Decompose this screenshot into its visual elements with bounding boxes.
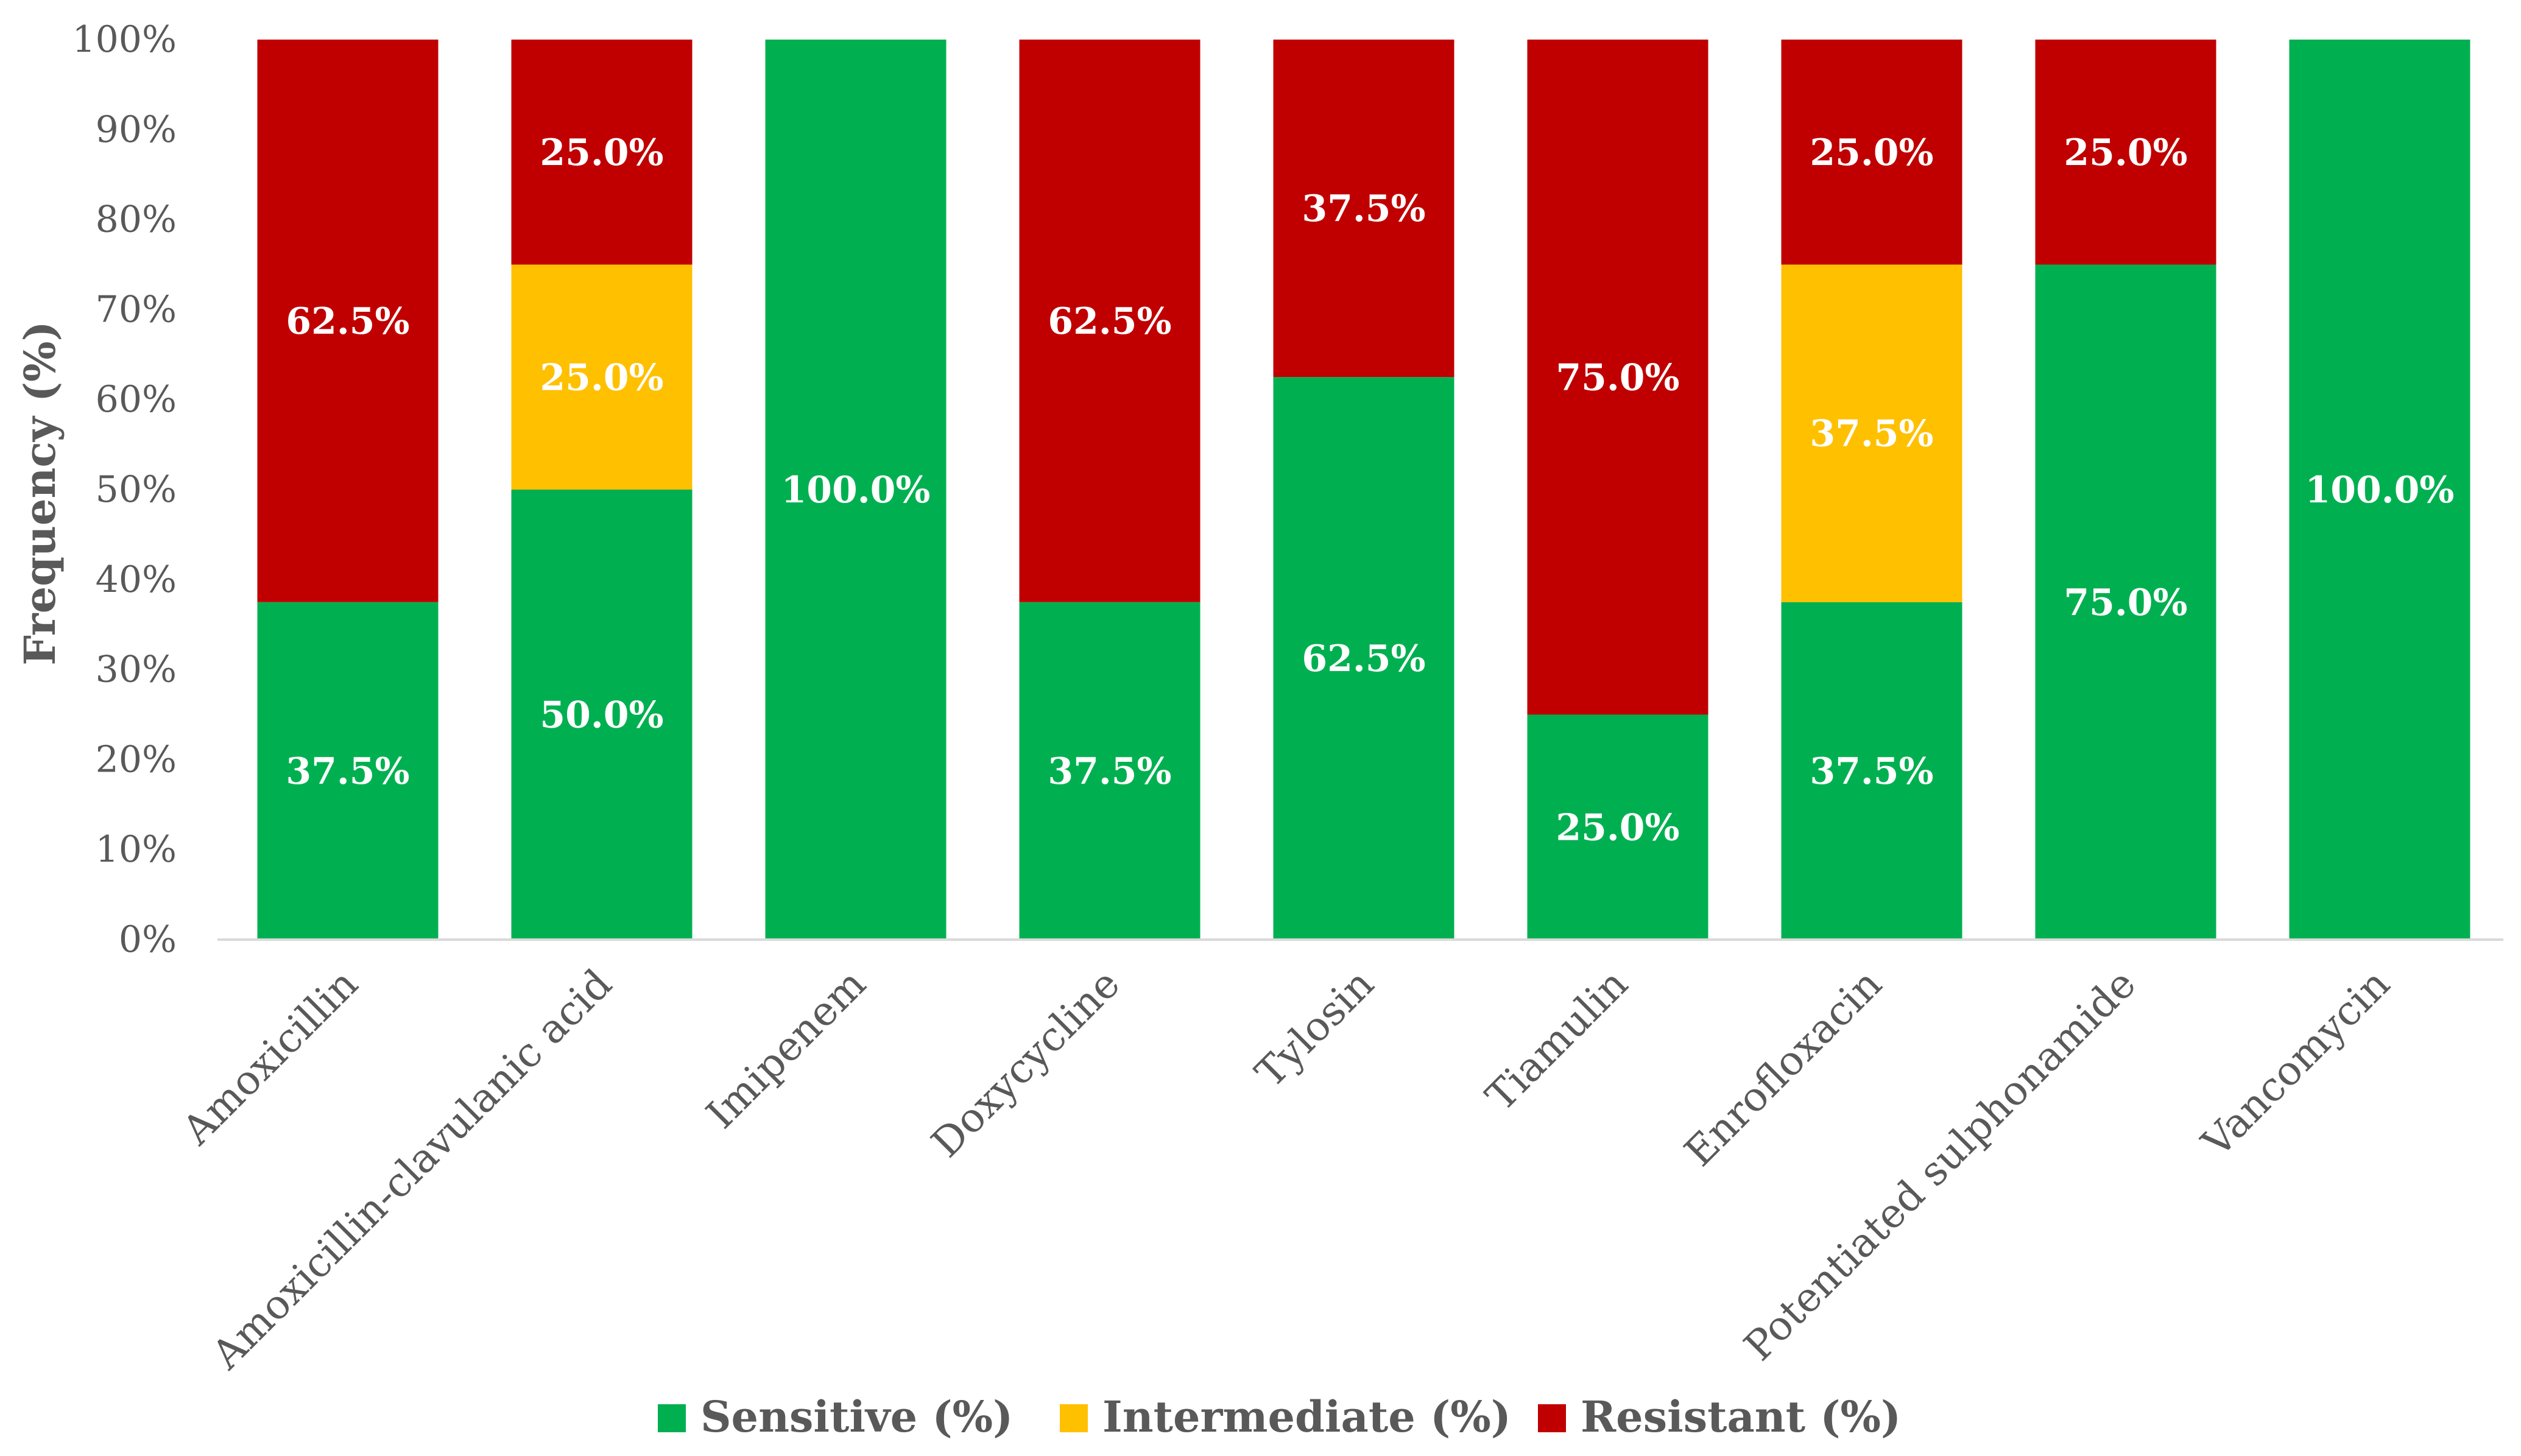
data-label-resistant-tylosin: 37.5% [1302,188,1425,230]
data-label-intermediate-amoxicillin-clavulanic-acid: 25.0% [540,356,663,399]
y-tick-label: 100% [72,18,177,61]
bar-sensitive-vancomycin [2289,40,2470,940]
data-label-sensitive-tiamulin: 25.0% [1556,806,1679,849]
data-label-sensitive-amoxicillin: 37.5% [286,750,409,793]
data-label-sensitive-tylosin: 62.5% [1302,638,1425,680]
x-category-label: Vancomycin [2193,960,2399,1166]
bar-sensitive-potentiated-sulphonamide [2035,264,2216,940]
bar-intermediate-enrofloxacin [1781,264,1962,602]
data-label-sensitive-vancomycin: 100.0% [2305,469,2455,512]
y-tick-label: 50% [96,468,177,511]
data-label-sensitive-imipenem: 100.0% [781,469,931,512]
legend-label-sensitive: Sensitive (%) [700,1391,1013,1442]
legend-swatch-intermediate [1060,1404,1088,1432]
bar-sensitive-doxycycline [1019,602,1201,940]
bar-resistant-potentiated-sulphonamide [2035,40,2216,265]
y-axis: 0% 10% 20% 30% 40% 50% 60% 70% 80% 90% 100% [72,18,177,961]
bar-sensitive-enrofloxacin [1781,602,1962,940]
data-label-sensitive-doxycycline: 37.5% [1048,750,1171,793]
y-tick-label: 80% [96,199,177,241]
bar-resistant-tylosin [1273,40,1454,378]
x-category-label: Enrofloxacin [1676,960,1891,1175]
bar-intermediate-amoxicillin-clavulanic-acid [511,264,693,490]
data-label-resistant-potentiated-sulphonamide: 25.0% [2064,132,2187,174]
data-label-resistant-tiamulin: 75.0% [1556,356,1679,399]
y-tick-label: 40% [96,558,177,601]
x-category-label: Tiamulin [1477,960,1637,1120]
data-label-resistant-enrofloxacin: 25.0% [1810,132,1933,174]
bar-sensitive-tiamulin [1527,714,1708,940]
bar-resistant-doxycycline [1019,40,1201,602]
bar-resistant-enrofloxacin [1781,40,1962,265]
x-category-label: Doxycycline [922,960,1129,1167]
legend-label-resistant: Resistant (%) [1581,1391,1901,1442]
data-label-intermediate-enrofloxacin: 37.5% [1810,413,1933,455]
x-category-label: Imipenem [697,960,875,1138]
y-tick-label: 0% [119,918,177,961]
legend-swatch-resistant [1538,1404,1566,1432]
y-tick-label: 20% [96,738,177,781]
data-labels-group: 37.5% 62.5% 50.0% 25.0% 25.0% 100.0% 37.5% 62.5… [286,132,2454,849]
x-category-label: Tylosin [1246,960,1383,1097]
bar-sensitive-imipenem [765,40,947,940]
bar-sensitive-tylosin [1273,377,1454,940]
legend-label-intermediate: Intermediate (%) [1102,1391,1511,1442]
bars-group [257,40,2470,940]
bar-resistant-amoxicillin-clavulanic-acid [511,40,693,265]
y-tick-label: 30% [96,649,177,691]
y-tick-label: 90% [96,108,177,151]
legend: Sensitive (%) Intermediate (%) Resistant (… [658,1391,1901,1442]
y-tick-label: 60% [96,378,177,421]
y-tick-label: 70% [96,288,177,331]
bar-resistant-tiamulin [1527,40,1708,715]
data-label-resistant-amoxicillin-clavulanic-acid: 25.0% [540,132,663,174]
x-category-label: Amoxicillin [173,960,367,1154]
data-label-sensitive-enrofloxacin: 37.5% [1810,750,1933,793]
data-label-sensitive-potentiated-sulphonamide: 75.0% [2064,582,2187,624]
data-label-resistant-amoxicillin: 62.5% [286,300,409,343]
bar-sensitive-amoxicillin-clavulanic-acid [511,490,693,940]
data-label-resistant-doxycycline: 62.5% [1048,300,1171,343]
x-category-label: Amoxicillin-clavulanic acid [202,960,621,1379]
bar-sensitive-amoxicillin [257,602,439,940]
bar-resistant-amoxicillin [257,40,439,602]
legend-swatch-sensitive [658,1404,686,1432]
y-axis-title: Frequency (%) [15,321,65,666]
data-label-sensitive-amoxicillin-clavulanic-acid: 50.0% [540,694,663,737]
y-tick-label: 10% [96,828,177,871]
